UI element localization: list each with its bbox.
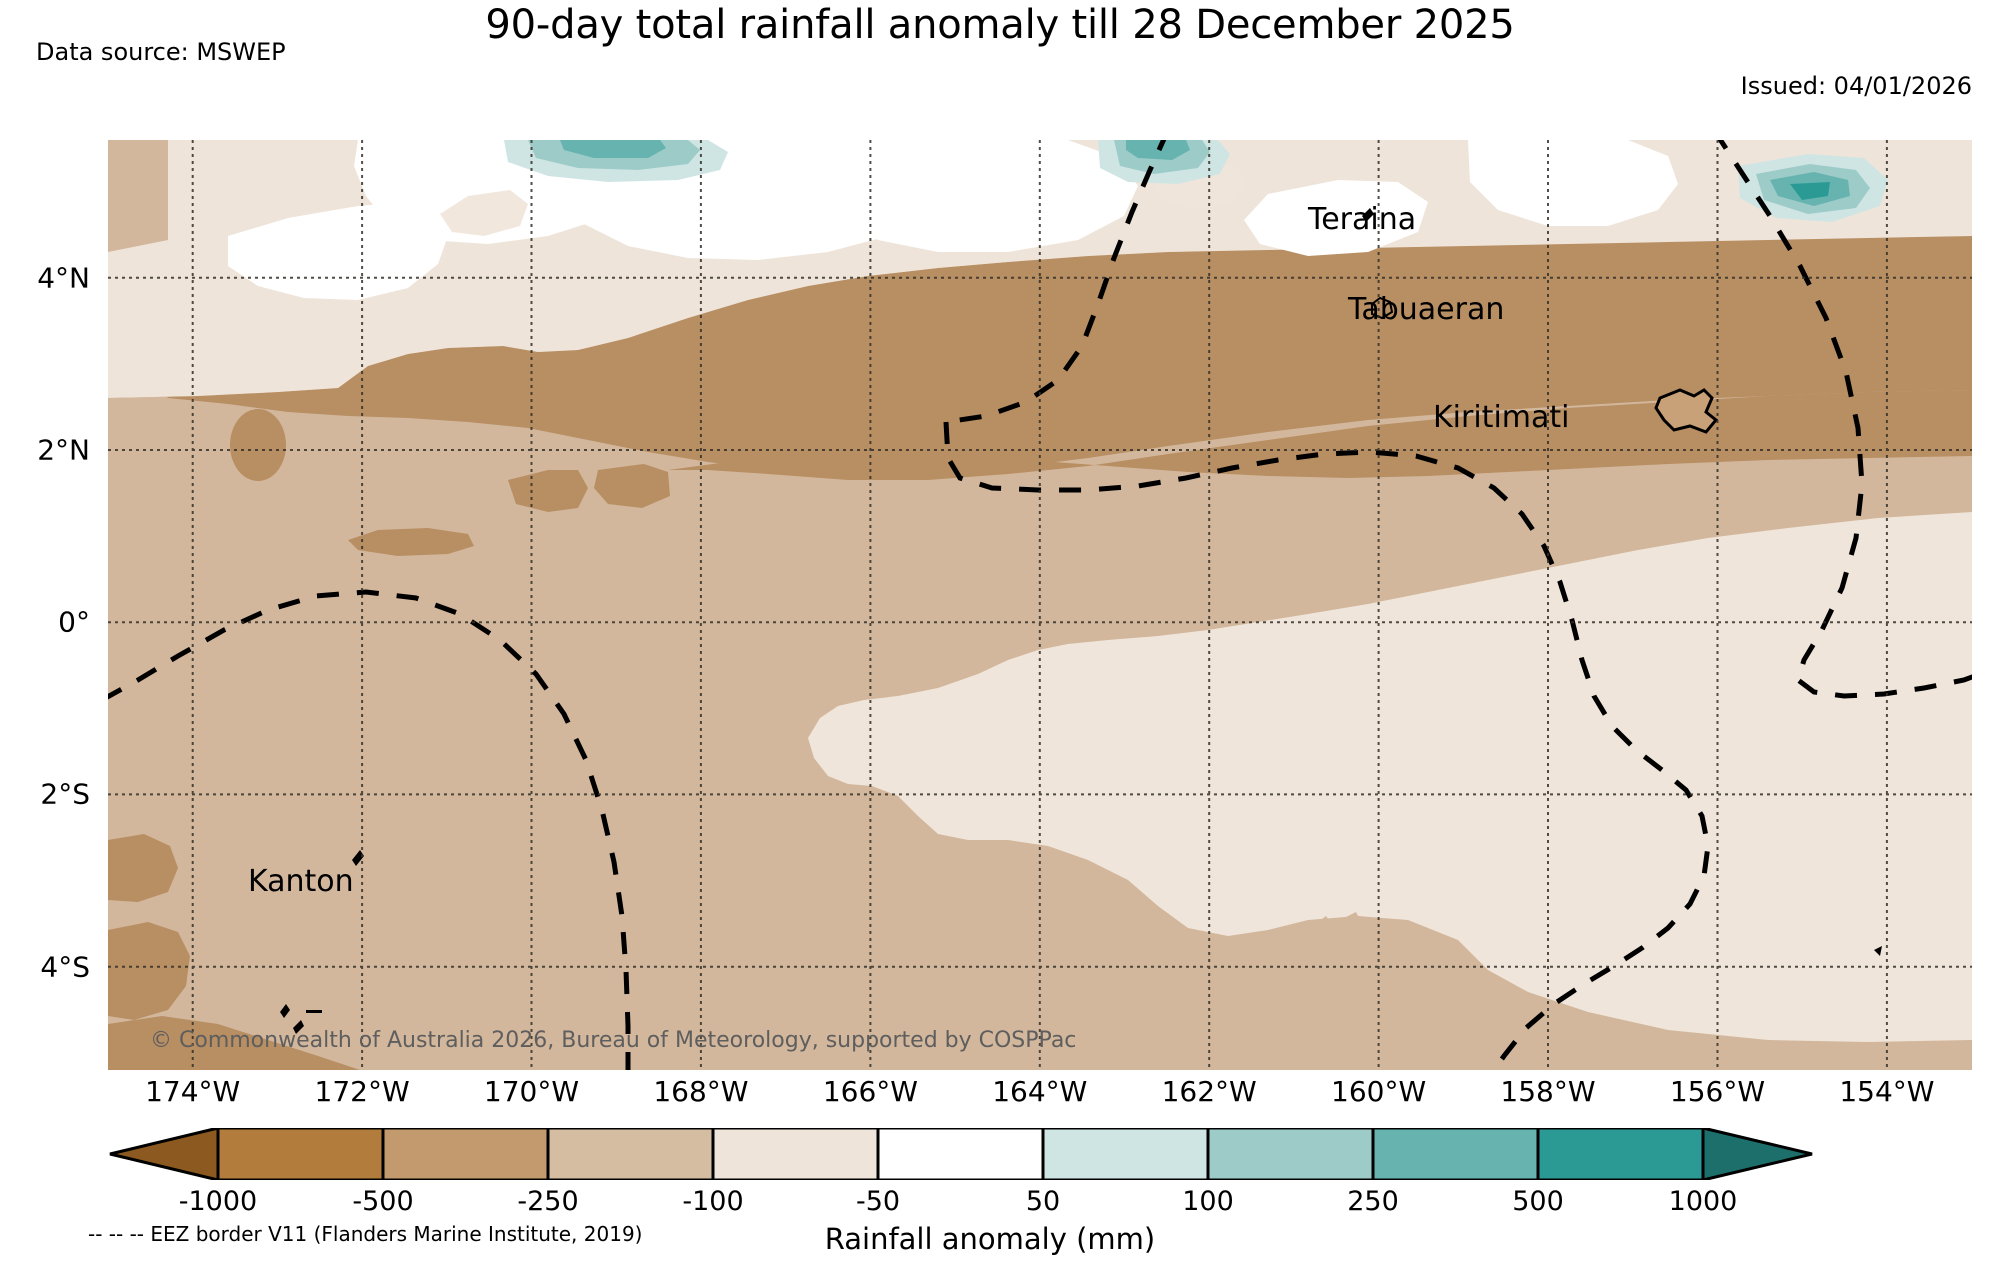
- y-tick-4n: 4°N: [37, 261, 90, 295]
- y-tick-0: 0°: [58, 605, 90, 639]
- x-axis-labels: 174°W 172°W 170°W 168°W 166°W 164°W 162°…: [108, 1075, 1972, 1121]
- eez-border-legend: -- -- -- EEZ border V11 (Flanders Marine…: [88, 1222, 643, 1246]
- x-tick-170w: 170°W: [483, 1075, 580, 1108]
- place-label-kiritimati: Kiritimati: [1433, 400, 1570, 435]
- colorbar-axis-label-text: Rainfall anomaly (mm): [824, 1222, 1156, 1256]
- place-label-tabuaeran: Tabuaeran: [1348, 292, 1505, 327]
- x-tick-166w: 166°W: [822, 1075, 918, 1108]
- cbar-tick-50: 50: [1025, 1186, 1061, 1217]
- x-tick-168w: 168°W: [653, 1075, 749, 1108]
- y-tick-2n: 2°N: [37, 433, 90, 467]
- colorbar-axis-label: Rainfall anomaly (mm): [0, 1222, 2000, 1256]
- cbar-tick-250: 250: [1347, 1186, 1399, 1217]
- page-title: 90-day total rainfall anomaly till 28 De…: [485, 2, 1515, 48]
- rainfall-anomaly-map: [108, 140, 1972, 1070]
- place-label-teraina: Teraina: [1308, 202, 1417, 237]
- x-tick-174w: 174°W: [145, 1075, 241, 1108]
- x-tick-172w: 172°W: [314, 1075, 410, 1108]
- x-tick-154w: 154°W: [1839, 1075, 1935, 1108]
- map-gridlines: [108, 140, 1972, 1070]
- place-label-kanton: Kanton: [248, 864, 354, 899]
- cbar-tick-1000: 1000: [1668, 1186, 1738, 1217]
- map-panel[interactable]: Teraina Tabuaeran Kiritimati Kanton: [108, 140, 1972, 1070]
- x-tick-164w: 164°W: [992, 1075, 1088, 1108]
- island-outlines: [280, 208, 1882, 1034]
- issued-date-label: Issued: 04/01/2026: [1740, 72, 1972, 100]
- y-tick-4s: 4°S: [40, 950, 90, 984]
- x-tick-158w: 158°W: [1500, 1075, 1596, 1108]
- x-tick-162w: 162°W: [1161, 1075, 1257, 1108]
- data-source-label: Data source: MSWEP: [36, 38, 286, 66]
- y-axis-labels: 4°N 2°N 0° 2°S 4°S: [0, 140, 100, 1070]
- eez-border-lines: [108, 140, 1972, 1070]
- cbar-tick--1000: -1000: [178, 1186, 258, 1217]
- colorbar[interactable]: [100, 1128, 1900, 1180]
- colorbar-swatches: [109, 1128, 1813, 1180]
- cbar-tick--100: -100: [682, 1186, 744, 1217]
- cbar-tick-500: 500: [1512, 1186, 1564, 1217]
- colorbar-tick-labels: -1000 -500 -250 -100 -50 50 100 250 500 …: [100, 1186, 1900, 1222]
- cbar-tick--250: -250: [517, 1186, 579, 1217]
- cbar-tick-100: 100: [1182, 1186, 1234, 1217]
- cbar-tick--50: -50: [855, 1186, 901, 1217]
- cbar-tick--500: -500: [352, 1186, 414, 1217]
- y-tick-2s: 2°S: [40, 777, 90, 811]
- copyright-notice: © Commonwealth of Australia 2026, Bureau…: [150, 1028, 1077, 1053]
- x-tick-156w: 156°W: [1669, 1075, 1766, 1108]
- x-tick-160w: 160°W: [1331, 1075, 1427, 1108]
